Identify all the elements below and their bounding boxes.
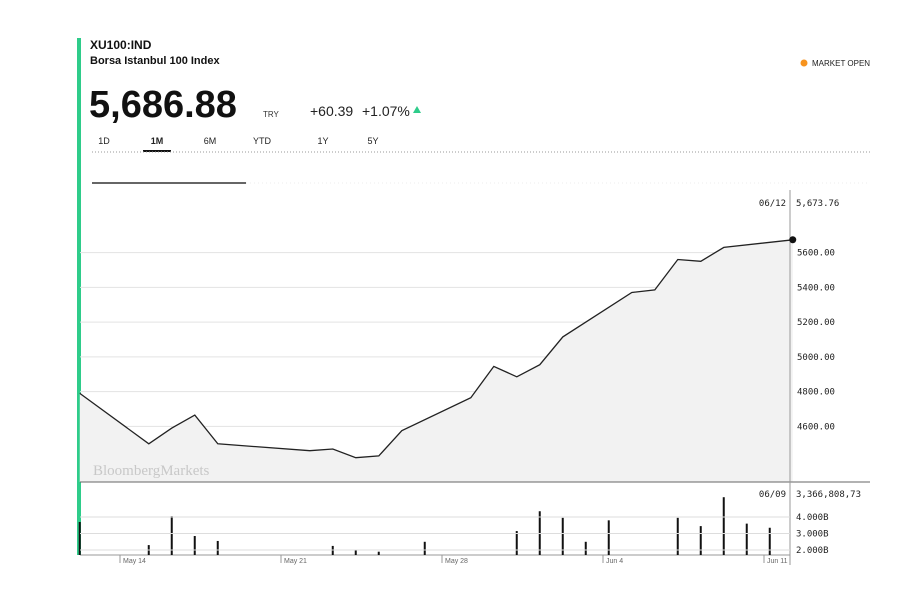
volume-bar <box>768 527 771 555</box>
tabs: 1D 1M 6M YTD 1Y 5Y <box>98 136 379 152</box>
range-tab[interactable]: 1D <box>98 136 110 146</box>
change: +60.39 <box>310 103 353 119</box>
readout-value: 5,673.76 <box>796 199 839 209</box>
range-tab[interactable]: 1Y <box>317 136 328 146</box>
x-tick-label: Jun 4 <box>606 558 623 565</box>
volume-tick-label: 3.000B <box>796 530 829 540</box>
readout-date: 06/12 <box>759 199 786 209</box>
volume-bar <box>193 536 196 555</box>
change-pct: +1.07% <box>362 103 410 119</box>
volume-readout-date: 06/09 <box>759 490 786 500</box>
volume-tick-label: 4.000B <box>796 513 829 523</box>
x-tick-label: Jun 11 <box>767 558 788 565</box>
index-name: Borsa Istanbul 100 Index <box>90 55 220 67</box>
volume-readout-value: 3,366,808,73 <box>796 490 861 500</box>
market-status: MARKET OPEN <box>812 59 870 68</box>
volume-bar <box>676 517 679 555</box>
volume-bar <box>377 551 380 555</box>
x-tick-label: May 28 <box>445 558 468 565</box>
y-tick-label: 5200.00 <box>797 318 835 328</box>
volume-bar <box>78 521 81 555</box>
volume-bar <box>354 550 357 555</box>
volume-bar <box>561 517 564 555</box>
range-tab[interactable]: YTD <box>253 136 272 146</box>
currency: TRY <box>263 110 280 119</box>
price-area <box>79 239 793 482</box>
symbol: XU100:IND <box>90 38 152 52</box>
watermark: BloombergMarkets <box>93 463 210 479</box>
y-tick-label: 5000.00 <box>797 353 835 363</box>
volume-bar <box>745 523 748 555</box>
chart: 4600.00 4800.00 5000.00 5200.00 5400.00 5600.… <box>78 190 870 565</box>
volume-bar <box>607 520 610 555</box>
y-tick-label: 4600.00 <box>797 422 835 432</box>
y-tick-label: 5400.00 <box>797 283 835 293</box>
volume-bar <box>699 526 702 555</box>
volume-bar <box>170 516 173 555</box>
x-tick-label: May 14 <box>123 558 146 565</box>
readout-dot <box>789 236 797 244</box>
accent-bar <box>77 38 81 555</box>
volume-bar <box>423 541 426 555</box>
price-line <box>79 239 793 459</box>
volume-tick-label: 2.000B <box>796 546 829 556</box>
x-tick-label: May 21 <box>284 558 307 565</box>
range-tab[interactable]: 5Y <box>367 136 378 146</box>
volume-bar <box>722 497 725 555</box>
range-tab[interactable]: 6M <box>204 136 217 146</box>
status-dot <box>800 59 808 67</box>
y-tick-label: 4800.00 <box>797 388 835 398</box>
volume-bar <box>515 531 518 555</box>
volume-bar <box>216 540 219 555</box>
range-tab[interactable]: 1M <box>151 136 164 146</box>
price: 5,686.88 <box>89 84 237 126</box>
up-arrow <box>413 106 421 113</box>
volume-bar <box>584 541 587 555</box>
y-tick-label: 5600.00 <box>797 249 835 259</box>
